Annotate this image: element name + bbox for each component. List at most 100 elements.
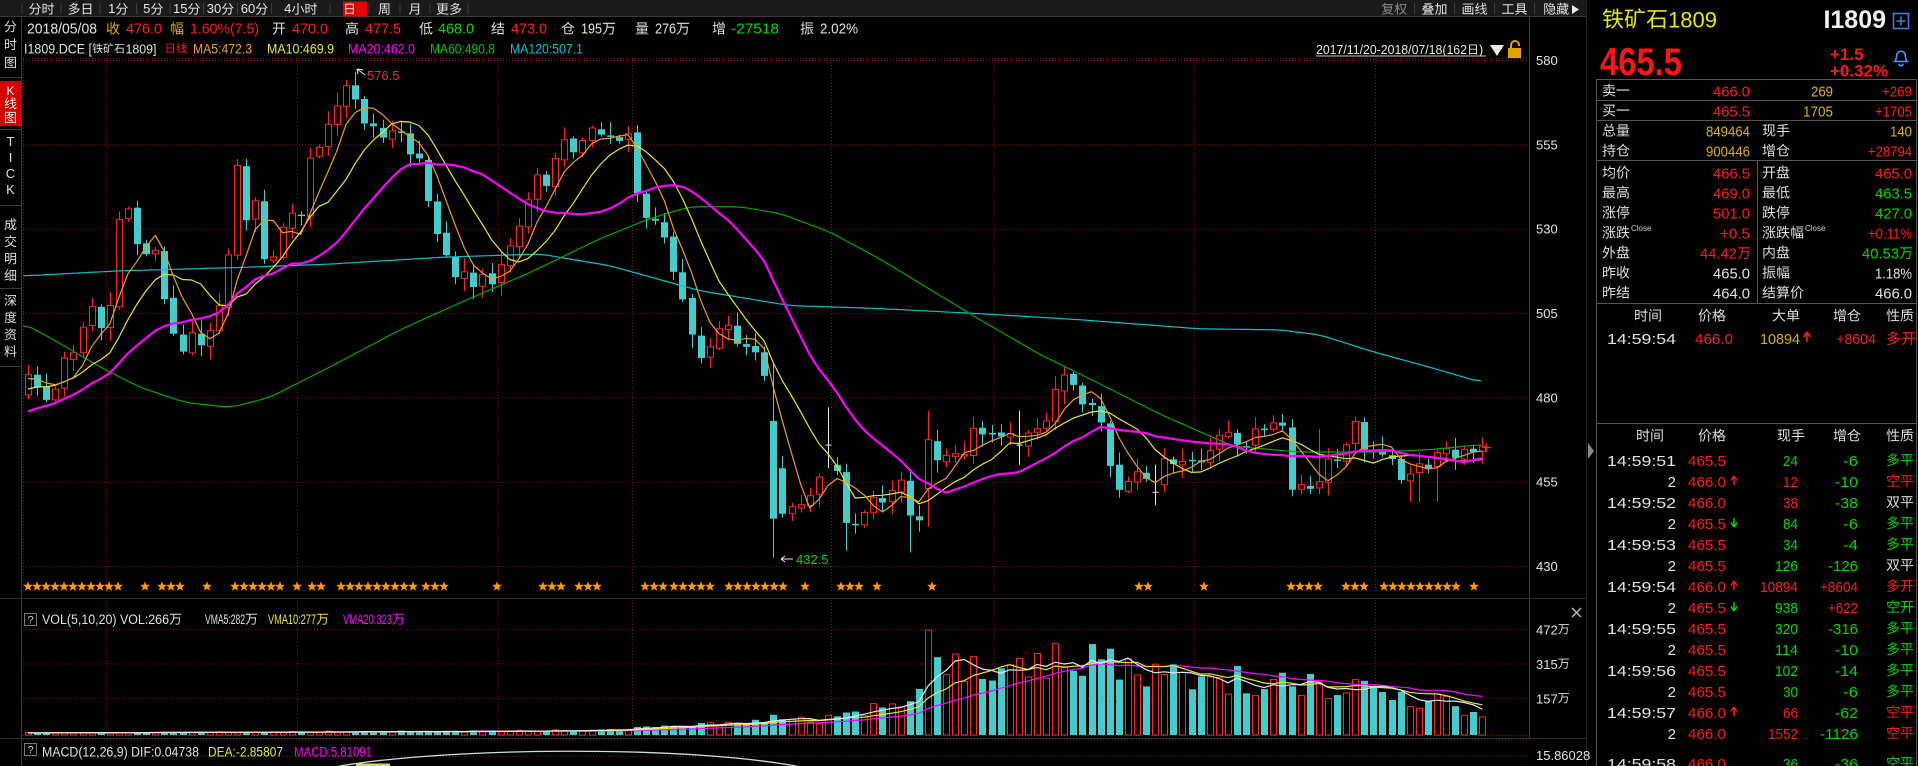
svg-text:MA60:490.8: MA60:490.8 [430,41,495,57]
svg-text:466.0: 466.0 [1688,495,1726,512]
svg-text:466.0: 466.0 [1688,756,1726,766]
svg-text:465.5: 465.5 [1688,516,1726,533]
svg-text:+0.32%: +0.32% [1830,62,1888,81]
svg-text:44.42: 44.42 [1700,246,1737,263]
svg-text:4: 4 [284,1,291,16]
svg-text:-27518: -27518 [731,21,779,38]
svg-text:24: 24 [1783,453,1798,470]
svg-text:466.0: 466.0 [1713,84,1750,101]
svg-text:465.5: 465.5 [1688,600,1726,617]
svg-text:+1.5: +1.5 [1830,45,1864,64]
svg-text:14:59:58: 14:59:58 [1607,756,1676,766]
svg-text:K: K [6,182,15,197]
svg-text:466.0: 466.0 [1875,286,1912,303]
svg-text:?: ? [27,615,33,627]
svg-text:530: 530 [1536,222,1558,237]
svg-text:84: 84 [1783,516,1798,533]
svg-text:38: 38 [1783,495,1798,512]
svg-text:-6: -6 [1843,684,1858,701]
svg-text:466.5: 466.5 [1713,166,1750,183]
svg-text:477.5: 477.5 [365,21,401,38]
svg-text:I: I [9,150,13,165]
svg-text:+8604: +8604 [1836,331,1876,348]
svg-text:10894: 10894 [1760,331,1800,348]
svg-text:2: 2 [1668,600,1676,617]
svg-text:470.0: 470.0 [292,21,328,38]
svg-text:+8604: +8604 [1820,579,1858,596]
svg-text:2: 2 [1668,558,1676,575]
svg-text:15: 15 [173,1,187,16]
svg-text:466.0: 466.0 [1688,474,1726,491]
svg-text:315: 315 [1536,657,1558,672]
svg-text:I1809.DCE [: I1809.DCE [ [24,41,92,57]
svg-text:102: 102 [1775,663,1798,680]
svg-text:MA5:472.3: MA5:472.3 [193,41,252,57]
svg-text:-36: -36 [1835,756,1858,766]
svg-text:+1705: +1705 [1875,104,1912,121]
svg-text:114: 114 [1775,642,1798,659]
svg-text:MA10:469.9: MA10:469.9 [267,41,334,57]
svg-text:465.5: 465.5 [1688,663,1726,680]
svg-text:465.5: 465.5 [1688,537,1726,554]
svg-text:473.0: 473.0 [511,21,547,38]
svg-text:I1809: I1809 [1823,6,1886,34]
svg-text:-316: -316 [1828,621,1858,638]
svg-text:1809: 1809 [1668,8,1717,33]
svg-text:14:59:55: 14:59:55 [1607,621,1676,638]
svg-text:1.60%(7.5): 1.60%(7.5) [190,21,259,38]
svg-text:66: 66 [1783,705,1798,722]
svg-text:140: 140 [1890,124,1912,141]
svg-text:-6: -6 [1843,453,1858,470]
svg-text:466.0: 466.0 [1688,579,1726,596]
svg-text:12: 12 [1783,474,1798,491]
svg-text:2: 2 [1668,642,1676,659]
svg-text:1552: 1552 [1768,726,1798,743]
svg-text:465.5: 465.5 [1688,621,1726,638]
svg-text:476.0: 476.0 [126,21,162,38]
svg-text:900446: 900446 [1706,144,1750,161]
svg-text:469.0: 469.0 [1713,186,1750,203]
svg-text:+0.11%: +0.11% [1868,226,1912,243]
svg-text:849464: 849464 [1706,124,1750,141]
svg-text:1809]: 1809] [126,42,157,57]
svg-text:+622: +622 [1828,600,1858,617]
svg-text:2: 2 [1668,516,1676,533]
svg-text:505: 505 [1536,306,1558,321]
svg-text:14:59:54: 14:59:54 [1607,331,1676,348]
svg-text:40.53: 40.53 [1862,246,1899,263]
svg-text:465.5: 465.5 [1600,41,1682,84]
svg-text:465.5: 465.5 [1688,684,1726,701]
svg-text:126: 126 [1775,558,1798,575]
svg-text:466.0: 466.0 [1695,331,1733,348]
svg-text:+28794: +28794 [1868,144,1912,161]
svg-text:60: 60 [241,1,255,16]
svg-text:MACD(12,26,9) DIF:0.04738: MACD(12,26,9) DIF:0.04738 [42,745,199,760]
svg-text:455: 455 [1536,475,1558,490]
svg-text:): ) [1479,43,1483,57]
svg-text:14:59:54: 14:59:54 [1607,579,1676,596]
svg-text:10894: 10894 [1760,579,1798,596]
svg-text:938: 938 [1775,600,1798,617]
svg-text:2018/05/08: 2018/05/08 [27,21,97,38]
svg-text:463.5: 463.5 [1875,186,1912,203]
svg-text:T: T [7,134,15,149]
svg-text:K: K [6,84,14,98]
svg-text:MACD:5.81091: MACD:5.81091 [294,745,372,760]
svg-text:466.0: 466.0 [1688,726,1726,743]
svg-text:30: 30 [207,1,221,16]
svg-text:VMA5:282: VMA5:282 [205,612,245,627]
svg-text:-10: -10 [1835,642,1858,659]
svg-text:DEA:-2.85807: DEA:-2.85807 [208,745,283,760]
svg-text:276: 276 [655,21,676,38]
svg-text:C: C [6,166,15,181]
svg-text:555: 555 [1536,137,1558,152]
svg-text:MA120:507.1: MA120:507.1 [510,41,583,57]
svg-text:2017/11/20-2018/07/18(162: 2017/11/20-2018/07/18(162 [1316,43,1467,57]
svg-text:501.0: 501.0 [1713,206,1750,223]
svg-text:-1126: -1126 [1820,726,1858,743]
svg-text:MA20:462.0: MA20:462.0 [348,41,415,57]
svg-text:34: 34 [1783,537,1798,554]
svg-text:427.0: 427.0 [1875,206,1912,223]
svg-text:Close: Close [1805,224,1826,233]
svg-text:320: 320 [1775,621,1798,638]
